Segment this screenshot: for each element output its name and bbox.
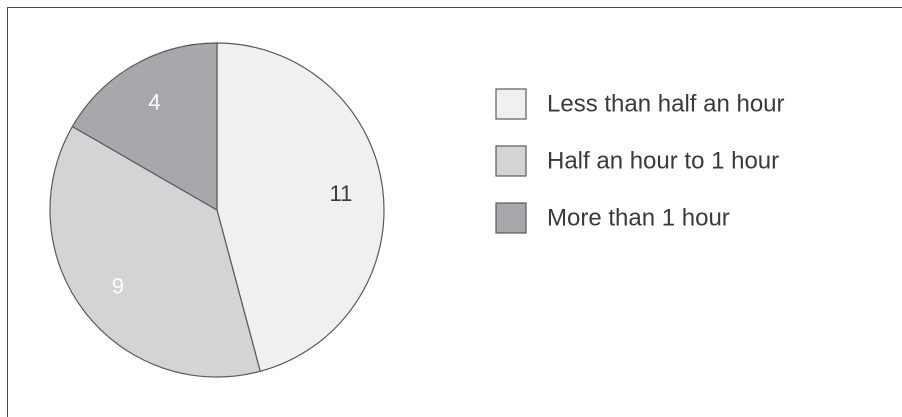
slice-value-label: 11 [330, 181, 353, 206]
pie-slice [71, 42, 218, 212]
slice-value-label: 4 [148, 89, 160, 114]
legend-swatch [495, 145, 527, 177]
legend-label: Half an hour to 1 hour [547, 148, 779, 175]
pie-slice [216, 42, 385, 373]
pie-slices [49, 42, 385, 378]
chart-frame [7, 7, 902, 417]
slice-value-label: 9 [112, 274, 124, 299]
legend: Less than half an hour Half an hour to 1 … [495, 88, 785, 234]
pie-slice-labels: 11 9 4 [112, 89, 353, 298]
pie-slice [49, 125, 261, 378]
legend-swatch [495, 88, 527, 120]
legend-label: More than 1 hour [547, 205, 730, 232]
legend-swatch [495, 202, 527, 234]
legend-label: Less than half an hour [547, 91, 785, 118]
